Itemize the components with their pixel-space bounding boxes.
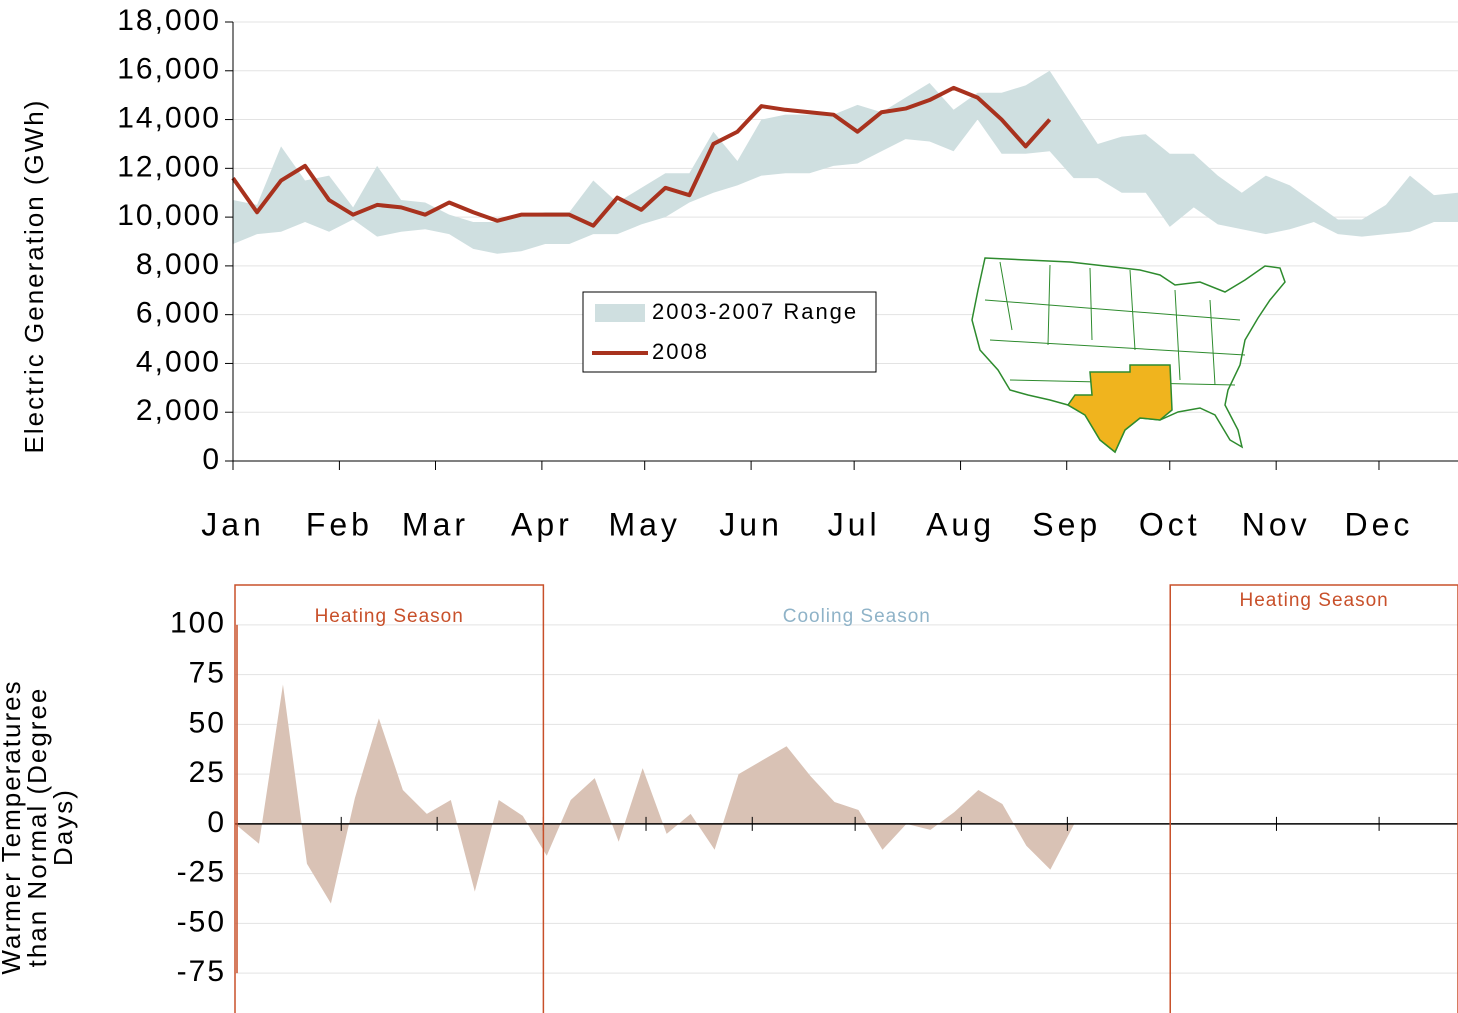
area xyxy=(235,684,1075,904)
us-map xyxy=(971,257,1286,454)
y-tick-label: 25 xyxy=(189,756,226,789)
x-tick-label: Mar xyxy=(402,506,469,542)
y-axis-label: Electric Generation (GWh) xyxy=(19,99,49,454)
x-tick-label: Dec xyxy=(1345,506,1414,542)
season-box xyxy=(1169,584,1458,1013)
x-tick-label: Jul xyxy=(828,506,881,542)
x-tick-label: Oct xyxy=(1139,506,1201,542)
season-label: Heating Season xyxy=(1240,590,1389,611)
y-tick-label: 0 xyxy=(202,443,221,476)
y-tick-label: 12,000 xyxy=(117,150,221,183)
y-tick-label: 75 xyxy=(189,657,226,690)
y-tick-label: 14,000 xyxy=(117,101,221,134)
y-axis-label: Warmer Temperatures than Normal (Degree … xyxy=(0,679,78,975)
x-tick-label: May xyxy=(608,506,680,542)
y-tick-label: 8,000 xyxy=(136,248,221,281)
x-tick-label: Aug xyxy=(926,506,995,542)
x-tick-label: Jun xyxy=(719,506,783,542)
y-tick-label: 18,000 xyxy=(117,4,221,37)
season-label: Cooling Season xyxy=(783,606,931,627)
y-tick-label: 0 xyxy=(207,806,226,839)
range-band xyxy=(233,70,1458,254)
y-tick-label: 6,000 xyxy=(136,297,221,330)
legend-label: 2003-2007 Range xyxy=(652,299,858,324)
y-tick-label: 16,000 xyxy=(117,53,221,86)
x-tick-label: Sep xyxy=(1032,506,1101,542)
y-tick-label: -25 xyxy=(177,856,226,889)
season-label: Heating Season xyxy=(315,606,464,627)
legend-swatch xyxy=(595,304,645,322)
x-tick-label: Apr xyxy=(511,506,573,542)
y-tick-label: 10,000 xyxy=(117,199,221,232)
x-tick-label: Feb xyxy=(306,506,373,542)
y-tick-label: 50 xyxy=(189,706,226,739)
x-tick-label: Nov xyxy=(1242,506,1311,542)
legend-box xyxy=(582,291,877,373)
season-box xyxy=(234,584,545,1013)
y-tick-label: -50 xyxy=(177,905,226,938)
y-tick-label: 100 xyxy=(170,607,226,640)
y-tick-label: 4,000 xyxy=(136,345,221,378)
y-tick-label: 2,000 xyxy=(136,394,221,427)
x-tick-label: Jan xyxy=(201,506,265,542)
y-tick-label: -75 xyxy=(177,955,226,988)
legend-label: 2008 xyxy=(652,339,709,364)
line xyxy=(231,85,1052,228)
